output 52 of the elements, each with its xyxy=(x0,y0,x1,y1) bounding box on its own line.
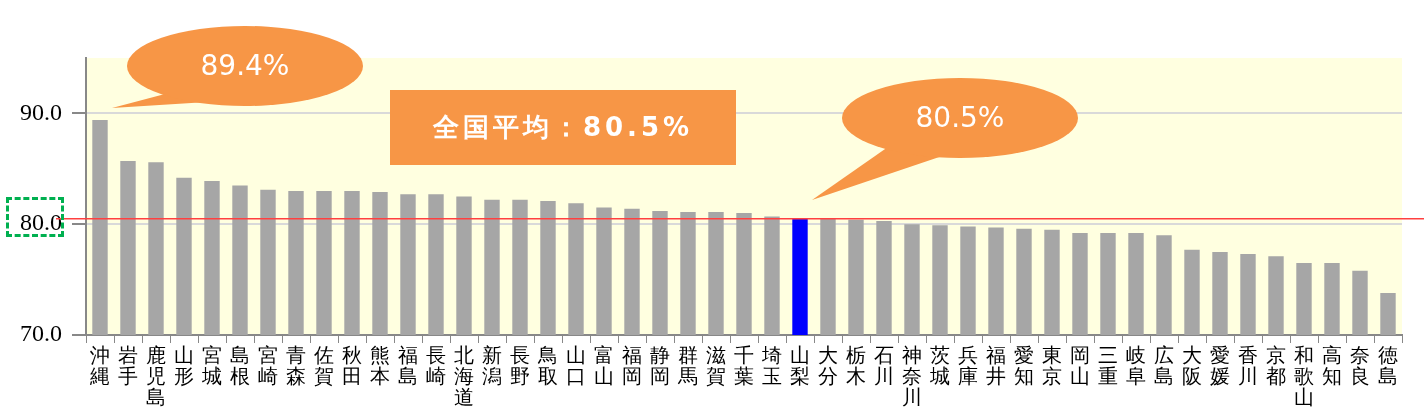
x-tick-label: 千葉 xyxy=(734,342,754,388)
x-tick-label: 岐阜 xyxy=(1126,342,1146,388)
x-tick-label: 熊本 xyxy=(370,342,390,388)
x-tick-label: 群馬 xyxy=(677,342,698,388)
x-tick-label: 鹿児島 xyxy=(146,342,166,409)
x-tick-label: 京都 xyxy=(1266,342,1286,388)
x-tick-label: 岩手 xyxy=(118,342,138,388)
x-tick-label: 兵庫 xyxy=(958,342,978,388)
x-tick-label: 島根 xyxy=(230,342,250,388)
x-tick-label: 広島 xyxy=(1154,342,1174,388)
x-tick-label: 沖縄 xyxy=(89,342,110,388)
x-tick-label: 茨城 xyxy=(929,342,950,388)
x-tick-label: 長崎 xyxy=(426,342,446,388)
x-tick-label: 宮崎 xyxy=(258,342,278,388)
x-tick-label: 秋田 xyxy=(342,342,362,388)
x-tick-label: 三重 xyxy=(1098,342,1118,388)
x-tick-label: 岡山 xyxy=(1070,342,1090,388)
annotation: 89.4% xyxy=(199,48,291,84)
x-tick-label: 神奈川 xyxy=(902,342,922,409)
x-tick-label: 滋賀 xyxy=(706,342,726,388)
x-tick-label: 高知 xyxy=(1322,342,1342,388)
x-tick-label: 大分 xyxy=(818,342,838,388)
x-tick-label: 富山 xyxy=(594,342,614,388)
x-tick-label: 山形 xyxy=(174,342,194,388)
x-tick-label: 大阪 xyxy=(1182,342,1202,388)
x-tick-label: 山梨 xyxy=(790,342,810,388)
annotation: 80.5% xyxy=(914,100,1006,136)
x-tick-label: 福島 xyxy=(398,342,418,388)
x-tick-label: 奈良 xyxy=(1350,342,1370,388)
x-tick-label: 東京 xyxy=(1042,342,1062,388)
y-tick-label: 90.0 xyxy=(20,98,62,125)
x-tick-label: 埼玉 xyxy=(761,342,782,388)
x-tick-label: 愛媛 xyxy=(1210,342,1230,388)
x-tick-label: 青森 xyxy=(286,342,306,388)
x-tick-label: 福井 xyxy=(986,342,1006,388)
y-tick-label: 80.0 xyxy=(20,209,62,236)
x-tick-label: 静岡 xyxy=(650,342,670,388)
x-tick-label: 石川 xyxy=(874,342,894,388)
x-tick-label: 香川 xyxy=(1238,342,1258,388)
x-tick-label: 山口 xyxy=(566,342,586,388)
y-tick-label: 70.0 xyxy=(20,320,62,347)
x-tick-label: 北海道 xyxy=(454,342,474,409)
x-tick-label: 宮城 xyxy=(201,342,222,388)
x-tick-label: 福岡 xyxy=(622,342,642,388)
x-tick-label: 栃木 xyxy=(846,342,866,388)
x-tick-label: 和歌山 xyxy=(1294,342,1314,409)
x-tick-label: 徳島 xyxy=(1378,342,1398,388)
x-tick-label: 新潟 xyxy=(482,342,502,388)
x-tick-label: 長野 xyxy=(510,342,530,388)
x-tick-label: 愛知 xyxy=(1014,342,1034,388)
x-tick-label: 佐賀 xyxy=(314,342,334,388)
x-tick-label: 鳥取 xyxy=(537,342,558,388)
